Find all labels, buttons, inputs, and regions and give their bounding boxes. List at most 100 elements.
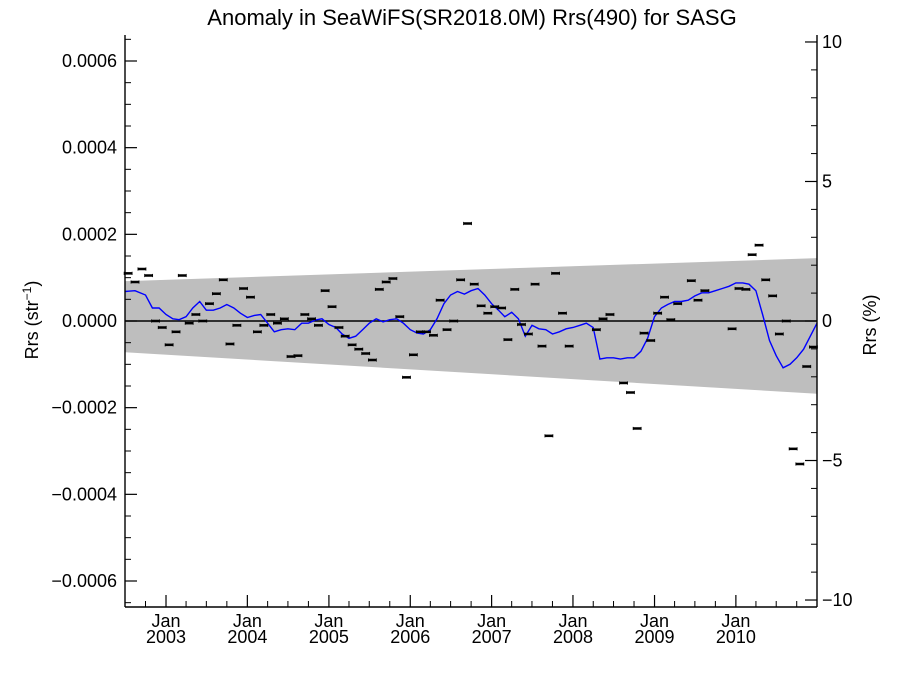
data-point — [300, 312, 310, 317]
data-point — [225, 342, 235, 346]
data-point — [497, 306, 507, 310]
data-point — [259, 323, 269, 327]
data-point — [788, 447, 798, 451]
y-left-tick-label: 0.0004 — [62, 138, 117, 158]
smoothed-line — [124, 282, 818, 369]
data-point — [802, 364, 812, 369]
y-axis-label-left-text: Rrs (str — [22, 300, 42, 359]
data-point — [334, 325, 344, 330]
data-point — [686, 279, 696, 283]
data-point — [591, 328, 601, 332]
x-tick-year-label: 2003 — [146, 627, 186, 647]
smoothed-line-layer — [124, 282, 818, 369]
data-point — [435, 298, 445, 302]
data-point — [381, 280, 391, 284]
data-point — [273, 321, 282, 325]
y-left-tick-label: 0.0000 — [62, 311, 117, 331]
data-point — [673, 302, 683, 306]
x-tick-month-label: Jan — [233, 611, 262, 631]
data-point — [523, 332, 533, 336]
data-point — [544, 434, 554, 438]
data-point — [252, 330, 262, 334]
data-point — [754, 243, 764, 247]
data-point — [530, 282, 540, 286]
x-tick-month-label: Jan — [151, 611, 180, 631]
y-axis-label-right: Rrs (%) — [860, 295, 880, 356]
data-point — [374, 287, 384, 291]
data-point — [388, 276, 398, 281]
y-axis-label-left: Rrs (str−1) — [20, 281, 42, 360]
data-point — [632, 426, 642, 431]
data-point — [646, 338, 656, 343]
data-point — [151, 319, 160, 323]
data-point — [564, 344, 574, 348]
data-point — [211, 292, 221, 296]
data-point — [402, 375, 411, 379]
data-point — [476, 304, 486, 308]
data-point — [741, 287, 751, 291]
data-point — [171, 330, 181, 334]
chart-title: Anomaly in SeaWiFS(SR2018.0M) Rrs(490) f… — [207, 5, 736, 30]
data-point — [347, 343, 357, 347]
data-point — [809, 345, 818, 349]
y-right-tick-label: −10 — [822, 590, 853, 610]
data-point — [408, 353, 418, 357]
data-point — [558, 311, 567, 315]
x-tick-year-label: 2007 — [472, 627, 512, 647]
data-point — [483, 311, 493, 315]
data-point — [781, 319, 791, 323]
data-point — [340, 334, 350, 338]
data-point — [137, 267, 147, 271]
data-point — [266, 312, 276, 317]
data-point — [232, 323, 242, 327]
data-point — [551, 271, 560, 275]
y-left-tick-label: −0.0006 — [51, 571, 117, 591]
x-tick-month-label: Jan — [314, 611, 343, 631]
data-point — [761, 278, 771, 282]
data-point — [463, 221, 472, 226]
data-point — [157, 325, 167, 330]
x-tick-year-label: 2008 — [553, 627, 593, 647]
data-point — [517, 322, 526, 327]
data-point — [449, 319, 459, 323]
data-point — [239, 286, 248, 291]
data-point — [510, 287, 520, 291]
x-tick-month-label: Jan — [396, 611, 425, 631]
uncertainty-band-layer — [125, 258, 817, 394]
data-point — [747, 253, 757, 257]
x-tick-year-label: 2004 — [227, 627, 267, 647]
data-point — [653, 311, 663, 315]
data-point — [639, 331, 649, 335]
y-right-tick-label: 10 — [822, 32, 842, 52]
data-point — [727, 327, 737, 331]
x-tick-month-label: Jan — [640, 611, 669, 631]
data-point — [660, 295, 669, 299]
x-tick-year-label: 2010 — [716, 627, 756, 647]
data-point — [164, 343, 174, 347]
y-right-tick-label: 0 — [822, 311, 832, 331]
y-axis-label-left-superscript: −1 — [20, 286, 34, 300]
data-point — [503, 338, 513, 342]
x-tick-year-label: 2009 — [635, 627, 675, 647]
data-point — [442, 328, 452, 332]
data-point — [307, 317, 316, 321]
data-point — [130, 280, 140, 284]
data-point — [184, 321, 194, 325]
data-point — [598, 317, 608, 321]
x-tick-month-label: Jan — [558, 611, 587, 631]
data-point — [367, 358, 377, 362]
uncertainty-band — [125, 258, 817, 394]
data-point — [605, 312, 615, 317]
data-point — [774, 332, 784, 336]
data-point — [422, 330, 431, 334]
data-point — [361, 351, 371, 356]
data-point — [537, 344, 547, 348]
x-tick-year-label: 2005 — [309, 627, 349, 647]
y-axis-label-left-close: ) — [22, 281, 42, 287]
data-points-layer — [123, 221, 818, 466]
x-tick-year-label: 2006 — [390, 627, 430, 647]
data-point — [279, 317, 289, 321]
data-point — [144, 273, 154, 278]
x-tick-month-label: Jan — [477, 611, 506, 631]
